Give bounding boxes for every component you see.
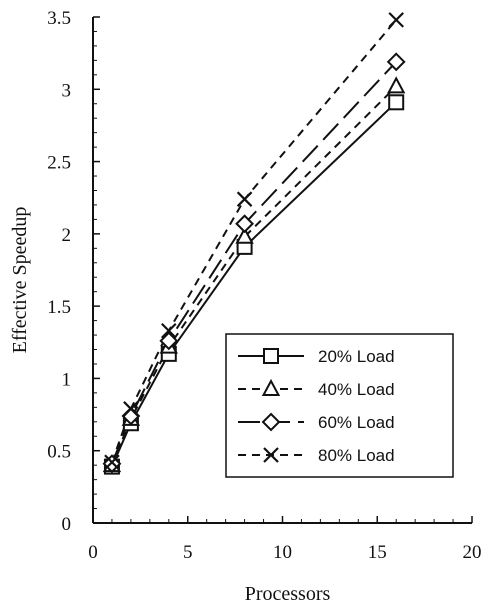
y-tick-label: 0 [62, 514, 72, 535]
data-point-series-1 [388, 94, 405, 111]
y-tick-label: 1.5 [47, 297, 71, 318]
y-tick-label: 3.5 [47, 8, 71, 29]
data-point-series-4 [388, 12, 404, 28]
data-point-series-4 [236, 191, 253, 207]
legend-label-1: 20% Load [318, 347, 395, 366]
legend-marker-3 [261, 412, 281, 432]
axes: 0 5 10 15 20 0 0.5 1 1.5 2 2.5 3 3.5 [47, 8, 481, 563]
y-tick-label: 2.5 [47, 153, 71, 174]
data-point-series-4 [123, 401, 139, 417]
legend-label-3: 60% Load [318, 413, 395, 432]
x-tick-label: 10 [273, 542, 292, 563]
data-point-series-2 [387, 76, 406, 94]
data-point-series-4 [161, 322, 177, 339]
plot-area [102, 12, 406, 475]
x-axis-title: Processors [245, 583, 331, 605]
legend: 20% Load 40% Load 60% Load 80% Load [225, 333, 454, 478]
y-tick-label: 3 [62, 80, 72, 101]
legend-label-4: 80% Load [318, 446, 395, 465]
legend-marker-2 [261, 378, 281, 396]
data-point-series-2 [235, 226, 254, 244]
x-tick-label: 20 [463, 542, 482, 563]
y-tick-label: 1 [62, 369, 72, 390]
x-tick-label: 5 [183, 542, 193, 563]
data-point-series-4 [104, 454, 120, 471]
y-tick-label: 2 [62, 225, 72, 246]
x-tick-label: 0 [88, 542, 98, 563]
x-tick-label: 15 [368, 542, 387, 563]
legend-marker-1 [263, 348, 279, 364]
data-point-series-3 [159, 331, 179, 351]
data-point-series-3 [235, 214, 255, 234]
legend-marker-4 [263, 447, 279, 463]
y-axis-title: Effective Speedup [9, 207, 31, 354]
legend-label-2: 40% Load [318, 380, 395, 399]
data-point-series-3 [386, 52, 406, 72]
y-tick-label: 0.5 [47, 442, 71, 463]
